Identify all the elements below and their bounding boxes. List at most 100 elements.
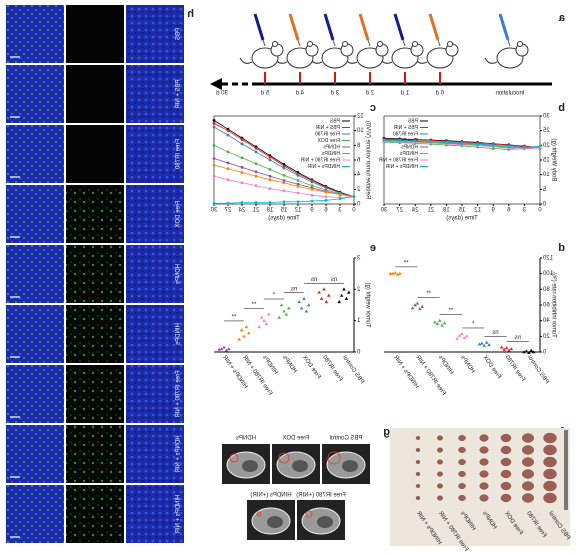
data-point xyxy=(267,312,271,316)
data-point xyxy=(307,303,311,307)
y-tick-label: 40 xyxy=(542,318,549,324)
data-point xyxy=(254,162,258,166)
data-point xyxy=(296,191,300,195)
data-point xyxy=(224,348,229,352)
stain-image xyxy=(6,305,64,363)
y-tick-label: 15 xyxy=(542,158,549,164)
data-point xyxy=(240,165,244,169)
data-point xyxy=(398,139,401,143)
data-point xyxy=(226,161,230,165)
panel-label: g xyxy=(383,426,390,438)
data-point xyxy=(352,195,356,199)
data-point xyxy=(247,331,251,335)
x-tick-label: 18 xyxy=(266,208,273,214)
timeline-label: 4 d xyxy=(296,91,304,97)
data-point xyxy=(282,189,286,193)
data-point xyxy=(322,287,326,291)
stain-image xyxy=(126,485,184,543)
stain-image xyxy=(66,5,124,63)
x-tick-label: 3 xyxy=(338,208,342,214)
data-point xyxy=(226,167,230,171)
data-point xyxy=(212,163,216,167)
data-point xyxy=(324,186,328,190)
needle xyxy=(332,39,336,47)
tumor xyxy=(479,458,489,466)
data-point xyxy=(296,174,300,177)
stain-image xyxy=(66,125,124,183)
tumor xyxy=(458,459,466,466)
tumor xyxy=(415,472,421,476)
tumor xyxy=(479,494,489,502)
tumor xyxy=(458,447,466,454)
data-point xyxy=(304,309,309,313)
legend-label: PBS xyxy=(329,118,340,124)
data-point xyxy=(254,174,258,178)
y-tick-label: 20 xyxy=(542,143,549,149)
sig-annotation: ** xyxy=(231,315,236,321)
data-point xyxy=(254,201,258,204)
tumor xyxy=(522,457,534,467)
category-label: HINDPs xyxy=(261,355,278,376)
data-point xyxy=(212,143,216,147)
data-point xyxy=(410,306,415,310)
mri-organ xyxy=(342,460,358,472)
data-point xyxy=(337,300,341,304)
tumor xyxy=(437,435,443,441)
data-point xyxy=(395,272,400,276)
stain-image xyxy=(6,425,64,483)
y-tick-label: 2 xyxy=(356,187,360,193)
y-tick-label: 3 xyxy=(356,256,360,262)
tumor-outline xyxy=(305,510,313,518)
stain-image xyxy=(126,125,184,183)
y-tick-label: 0 xyxy=(356,350,360,356)
data-point xyxy=(324,198,328,202)
data-point xyxy=(310,193,314,197)
tumor xyxy=(543,492,557,504)
data-point xyxy=(237,337,242,341)
data-point xyxy=(484,340,489,344)
data-point xyxy=(476,143,479,146)
legend-label: HDNPs xyxy=(323,144,340,150)
data-point xyxy=(296,185,300,188)
data-point xyxy=(212,121,216,125)
data-point xyxy=(418,307,422,311)
data-point xyxy=(531,350,536,354)
data-point xyxy=(282,179,286,182)
data-point xyxy=(226,178,230,182)
data-point xyxy=(507,348,511,352)
sig-annotation: ns xyxy=(515,335,521,341)
timeline-label: 3 d xyxy=(331,91,339,97)
data-point xyxy=(268,168,272,171)
data-point xyxy=(342,287,346,291)
sig-annotation: ** xyxy=(403,260,408,266)
stain-image xyxy=(66,185,124,243)
legend-label: HINDPs xyxy=(399,151,418,157)
x-tick-label: 6 xyxy=(324,208,328,214)
tumor xyxy=(458,435,466,442)
tumor xyxy=(543,468,557,480)
x-tick-label: 24 xyxy=(238,208,245,214)
stain-image xyxy=(6,5,64,63)
tumor xyxy=(500,433,512,443)
needle xyxy=(262,39,266,47)
panel-label: b xyxy=(558,102,565,114)
tumor xyxy=(437,447,443,453)
data-point xyxy=(457,333,462,337)
data-point xyxy=(240,181,244,185)
x-tick-label: 30 xyxy=(380,208,387,214)
data-point xyxy=(338,193,342,196)
row-label: Free IR780 xyxy=(176,139,182,170)
timeline-label: 2 d xyxy=(366,91,374,97)
data-point xyxy=(420,304,425,308)
legend-label: PBS + NIR xyxy=(315,125,340,131)
data-point xyxy=(445,141,448,145)
stain-image xyxy=(126,305,184,363)
mirrored-figure: abcdefghInoculation0 d1 d2 d3 d4 d5 d30 … xyxy=(6,5,571,553)
tumor xyxy=(522,433,534,443)
data-point xyxy=(268,187,272,191)
data-point xyxy=(487,343,491,347)
y-tick-label: 5 xyxy=(542,187,546,193)
data-point xyxy=(279,303,284,307)
data-point xyxy=(390,271,395,275)
y-tick-label: 12 xyxy=(356,114,363,120)
